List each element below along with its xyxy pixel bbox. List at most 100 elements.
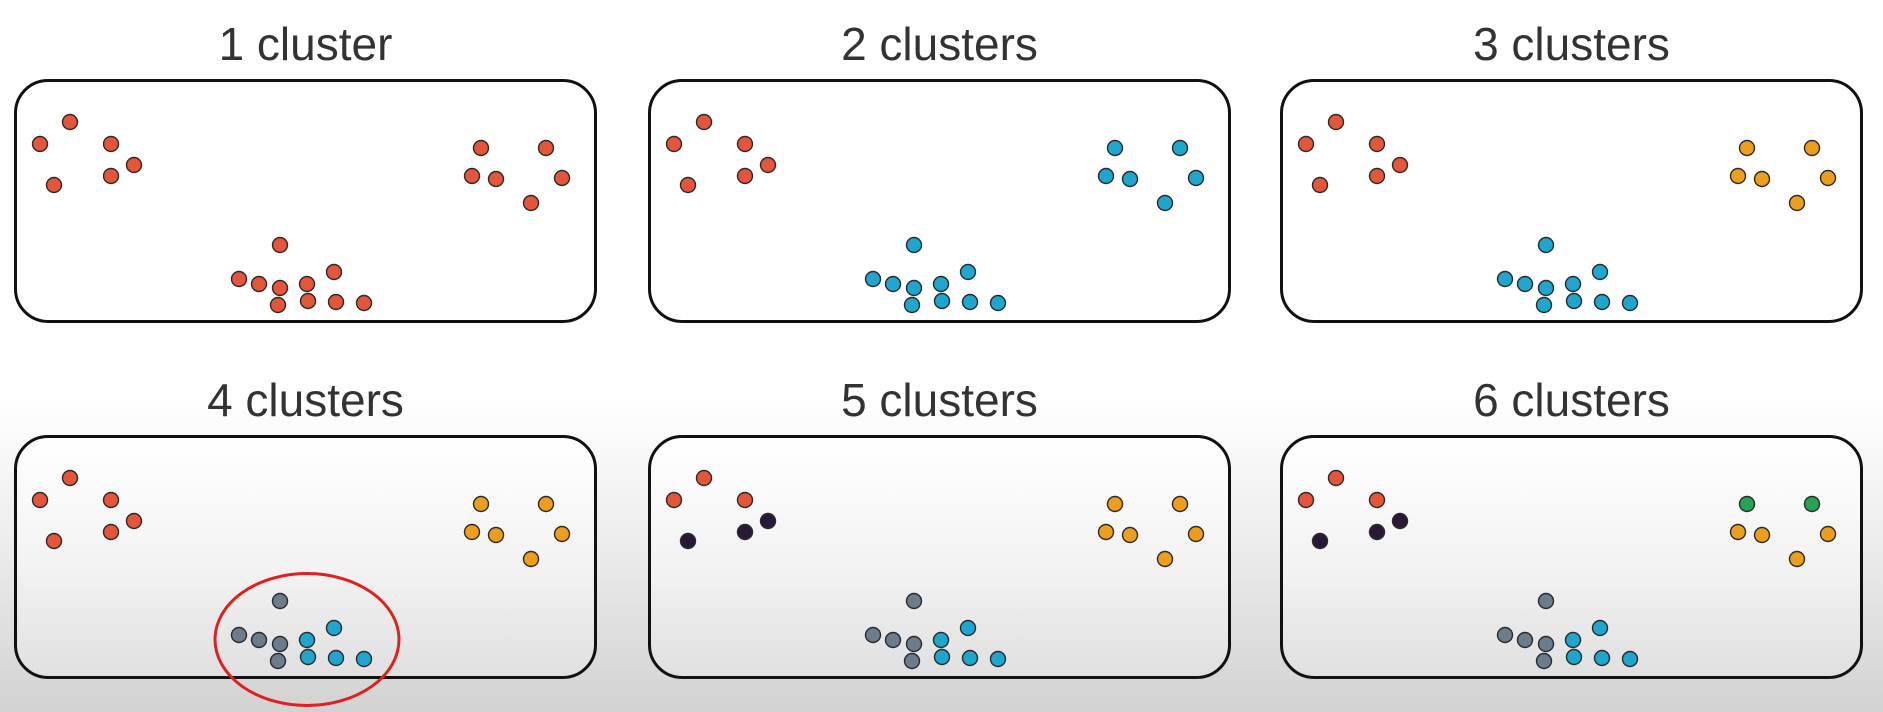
data-point-blue (1593, 293, 1611, 311)
data-point-blue (1171, 139, 1189, 157)
data-point-blue (325, 619, 343, 637)
data-point-red (1391, 156, 1409, 174)
data-point-red (45, 176, 63, 194)
data-point-blue (1565, 292, 1583, 310)
data-point-gray (230, 626, 248, 644)
data-point-blue (1187, 169, 1205, 187)
data-point-purple (759, 512, 777, 530)
data-point-blue (1591, 263, 1609, 281)
data-point-red (1368, 167, 1386, 185)
data-point-blue (905, 236, 923, 254)
data-point-red (487, 170, 505, 188)
data-point-orange (537, 495, 555, 513)
data-point-blue (1593, 649, 1611, 667)
data-point-gray (905, 635, 923, 653)
data-point-orange (1121, 526, 1139, 544)
data-point-red (102, 523, 120, 541)
data-point-blue (989, 650, 1007, 668)
data-point-red (472, 139, 490, 157)
data-point-blue (933, 292, 951, 310)
data-point-red (125, 512, 143, 530)
data-point-orange (1171, 495, 1189, 513)
data-point-red (250, 275, 268, 293)
data-point-gray (864, 626, 882, 644)
data-point-blue (1564, 631, 1582, 649)
data-point-red (271, 236, 289, 254)
data-point-orange (1738, 139, 1756, 157)
data-point-blue (1097, 167, 1115, 185)
data-point-red (695, 469, 713, 487)
data-point-blue (1516, 275, 1534, 293)
data-point-red (325, 263, 343, 281)
data-point-orange (1803, 139, 1821, 157)
data-point-blue (933, 648, 951, 666)
data-point-red (665, 491, 683, 509)
data-point-red (759, 156, 777, 174)
data-point-red (1311, 176, 1329, 194)
data-point-red (736, 167, 754, 185)
data-point-orange (1788, 194, 1806, 212)
data-point-blue (1535, 296, 1553, 314)
data-point-gray (250, 631, 268, 649)
data-point-green (1803, 495, 1821, 513)
data-point-red (61, 113, 79, 131)
data-point-red (102, 135, 120, 153)
panel-3-clusters: 3 clusters (1280, 21, 1863, 323)
data-point-orange (1788, 550, 1806, 568)
data-point-gray (1516, 631, 1534, 649)
data-point-purple (736, 523, 754, 541)
data-point-red (31, 135, 49, 153)
data-point-purple (1391, 512, 1409, 530)
data-point-blue (903, 296, 921, 314)
panel-1-cluster: 1 cluster (14, 21, 597, 323)
panel-title: 5 clusters (841, 374, 1038, 426)
data-point-blue (1537, 236, 1555, 254)
data-point-blue (961, 293, 979, 311)
data-point-red (355, 294, 373, 312)
data-point-blue (1564, 275, 1582, 293)
data-point-green (1738, 495, 1756, 513)
data-point-red (463, 167, 481, 185)
data-point-orange (1097, 523, 1115, 541)
data-point-gray (269, 652, 287, 670)
data-point-red (665, 135, 683, 153)
data-point-red (1327, 469, 1345, 487)
data-point-gray (1537, 592, 1555, 610)
data-point-red (522, 194, 540, 212)
data-point-orange (472, 495, 490, 513)
panel-title: 4 clusters (207, 374, 404, 426)
data-point-blue (298, 631, 316, 649)
data-point-blue (1106, 139, 1124, 157)
data-point-blue (989, 294, 1007, 312)
scatter-points (1297, 469, 1837, 670)
data-point-red (299, 292, 317, 310)
data-point-red (271, 279, 289, 297)
data-point-red (553, 169, 571, 187)
data-point-gray (905, 592, 923, 610)
data-point-red (736, 135, 754, 153)
data-point-blue (959, 263, 977, 281)
data-point-red (537, 139, 555, 157)
data-point-red (125, 156, 143, 174)
data-point-blue (961, 649, 979, 667)
data-point-red (1368, 135, 1386, 153)
data-point-red (1368, 491, 1386, 509)
panel-6-clusters: 6 clusters (1280, 377, 1863, 679)
data-point-purple (679, 532, 697, 550)
data-point-blue (932, 631, 950, 649)
data-point-purple (1368, 523, 1386, 541)
data-point-orange (1753, 170, 1771, 188)
panel-title: 1 cluster (218, 18, 393, 70)
data-point-purple (1311, 532, 1329, 550)
data-point-gray (903, 652, 921, 670)
panel-box (1280, 435, 1863, 679)
data-point-orange (1187, 525, 1205, 543)
highlight-ellipse (213, 572, 401, 707)
data-point-blue (1621, 294, 1639, 312)
data-point-blue (355, 650, 373, 668)
data-point-red (1297, 135, 1315, 153)
data-point-gray (1537, 635, 1555, 653)
data-point-blue (299, 648, 317, 666)
data-point-gray (1535, 652, 1553, 670)
